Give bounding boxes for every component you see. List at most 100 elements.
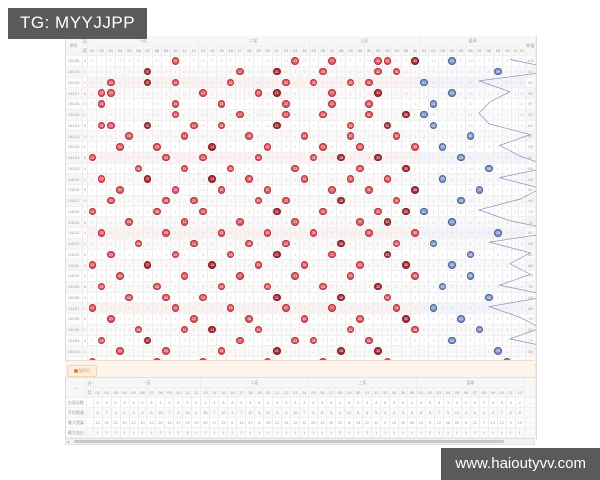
red-cell-15[interactable]: 15 [216, 98, 227, 110]
red-cell-9[interactable]: 2 [161, 324, 172, 336]
blue-cell-3[interactable]: 2 [438, 55, 448, 67]
red-cell-15[interactable]: 0 [216, 195, 227, 207]
red-cell-22[interactable]: 22 [281, 195, 292, 207]
col-header-red-20[interactable]: 20 [263, 387, 274, 398]
red-cell-5[interactable]: 1 [124, 345, 135, 357]
red-cell-32[interactable]: 4 [373, 249, 384, 261]
red-cell-27[interactable]: 27 [327, 98, 338, 110]
red-cell-8[interactable]: 18 [152, 77, 163, 89]
red-cell-33[interactable]: 1 [382, 270, 393, 282]
red-cell-29[interactable]: 4 [345, 249, 356, 261]
red-cell-30[interactable]: 0 [355, 345, 365, 357]
red-cell-8[interactable]: 08 [152, 206, 163, 218]
red-cell-25[interactable]: 4 [308, 163, 319, 175]
blue-cell-10[interactable]: 1 [502, 173, 513, 185]
blue-cell-9[interactable]: 0 [493, 281, 504, 293]
blue-cell-1[interactable]: 4 [419, 227, 430, 239]
red-cell-12[interactable]: 8 [189, 66, 199, 78]
red-cell-28[interactable]: 0 [336, 313, 347, 325]
red-cell-8[interactable]: 20 [152, 55, 163, 67]
issue-number[interactable]: 24123 [66, 130, 83, 142]
red-cell-6[interactable]: 3 [133, 152, 144, 164]
col-header-red-25[interactable]: 25 [308, 387, 319, 398]
red-cell-15[interactable]: 3 [216, 270, 227, 282]
col-header-red-11[interactable]: 11 [182, 387, 193, 398]
red-cell-11[interactable]: 2 [179, 238, 190, 250]
red-cell-16[interactable]: 4 [226, 345, 236, 357]
blue-cell-6[interactable]: 16 [465, 163, 476, 175]
red-cell-4[interactable]: 04 [115, 141, 126, 153]
red-cell-26[interactable]: 4 [318, 313, 328, 325]
red-cell-31[interactable]: 1 [364, 302, 375, 314]
red-cell-9[interactable]: 1 [161, 120, 172, 132]
table-row[interactable]: 24115 6 2 0 0 3 05 3 1 5 2 2 11 0 11 0 3 1 17 4 2 3 4 4 23 1 4 3 4 4 2… [66, 216, 536, 228]
red-cell-30[interactable]: 2 [355, 324, 365, 336]
red-cell-32[interactable]: 4 [373, 195, 384, 207]
blue-cell-4[interactable]: 4 [447, 206, 458, 218]
blue-cell-10[interactable]: 1 [502, 292, 513, 304]
red-cell-14[interactable]: 3 [207, 184, 218, 196]
red-cell-31[interactable]: 7 [364, 130, 375, 142]
col-header-red-23[interactable]: 23 [290, 387, 301, 398]
blue-cell-11[interactable]: 2 [511, 345, 520, 357]
red-cell-13[interactable]: 8 [197, 249, 209, 261]
col-header-red-12[interactable]: 12 [189, 45, 199, 56]
blue-cell-5[interactable]: 0 [456, 206, 467, 218]
red-cell-31[interactable]: 0 [364, 259, 375, 271]
red-cell-18[interactable]: 18 [244, 238, 255, 250]
red-cell-2[interactable]: 02 [96, 173, 107, 185]
red-cell-29[interactable]: 3 [345, 259, 356, 271]
red-cell-34[interactable]: 1 [391, 216, 402, 228]
red-cell-28[interactable]: 5 [336, 141, 347, 153]
red-cell-19[interactable]: 19 [253, 324, 264, 336]
red-cell-10[interactable]: 3 [170, 206, 181, 218]
red-cell-27[interactable]: 12 [327, 77, 338, 89]
red-cell-36[interactable]: 36 [410, 227, 421, 239]
blue-cell-2[interactable]: 3 [428, 184, 439, 196]
col-header-red-35[interactable]: 35 [401, 45, 411, 56]
red-cell-15[interactable]: 0 [216, 249, 227, 261]
red-cell-36[interactable]: 1 [410, 206, 421, 218]
red-cell-18[interactable]: 2 [244, 292, 255, 304]
table-row[interactable]: 24128 1 10 1 03 6 2 1 07 18 5 10 11 7 24 3 6 16 0 7 15 16 1 22 0… [66, 77, 536, 89]
red-cell-21[interactable]: 3 [272, 335, 282, 347]
red-cell-2[interactable]: 3 [96, 345, 107, 357]
red-cell-3[interactable]: 03 [106, 313, 116, 325]
red-cell-30[interactable]: 4 [355, 302, 365, 314]
blue-cell-1[interactable]: 3 [419, 238, 430, 250]
blue-cell-12[interactable]: 1 [518, 206, 526, 218]
red-cell-6[interactable]: 3 [133, 216, 144, 228]
table-row[interactable]: 24120 3 2 1 0 3 3 06 1 10 2 2 11 5 16 1 3 16 4 4 7 8 3 3 23 0 4 2 4 3… [66, 163, 536, 175]
col-header-blue-09[interactable]: 09 [493, 45, 504, 56]
blue-cell-3[interactable]: 3 [438, 216, 448, 228]
red-cell-16[interactable]: 6 [226, 109, 236, 121]
red-cell-32[interactable]: 1 [373, 335, 384, 347]
blue-cell-4[interactable]: 6 [447, 66, 458, 78]
red-cell-12[interactable]: 0 [189, 324, 199, 336]
red-cell-35[interactable]: 1 [401, 184, 411, 196]
red-cell-3[interactable]: 0 [106, 324, 116, 336]
red-cell-17[interactable]: 3 [235, 120, 245, 132]
red-cell-11[interactable]: 11 [179, 163, 190, 175]
red-cell-8[interactable]: 4 [152, 227, 163, 239]
blue-cell-7[interactable]: 3 [474, 227, 485, 239]
red-cell-28[interactable]: 28 [336, 345, 347, 357]
col-header-red-26[interactable]: 26 [317, 387, 328, 398]
red-cell-23[interactable]: 2 [290, 259, 301, 271]
red-cell-30[interactable]: 9 [355, 77, 365, 89]
red-cell-11[interactable]: 1 [179, 184, 190, 196]
red-cell-24[interactable]: 8 [299, 77, 310, 89]
red-cell-24[interactable]: 1 [299, 152, 310, 164]
blue-cell-7[interactable]: 1 [474, 302, 485, 314]
red-cell-6[interactable]: 2 [133, 281, 144, 293]
blue-cell-3[interactable]: 1 [438, 345, 448, 357]
blue-cell-8[interactable]: 2 [484, 109, 494, 121]
blue-cell-5[interactable]: 2 [456, 345, 467, 357]
blue-cell-9[interactable]: 09 [493, 345, 504, 357]
red-cell-1[interactable]: 3 [87, 313, 98, 325]
blue-cell-12[interactable]: 0 [518, 324, 526, 336]
red-cell-13[interactable]: 19 [197, 130, 209, 142]
red-cell-4[interactable]: 2 [115, 281, 126, 293]
red-cell-6[interactable]: 0 [133, 249, 144, 261]
red-cell-36[interactable]: 3 [410, 345, 421, 357]
